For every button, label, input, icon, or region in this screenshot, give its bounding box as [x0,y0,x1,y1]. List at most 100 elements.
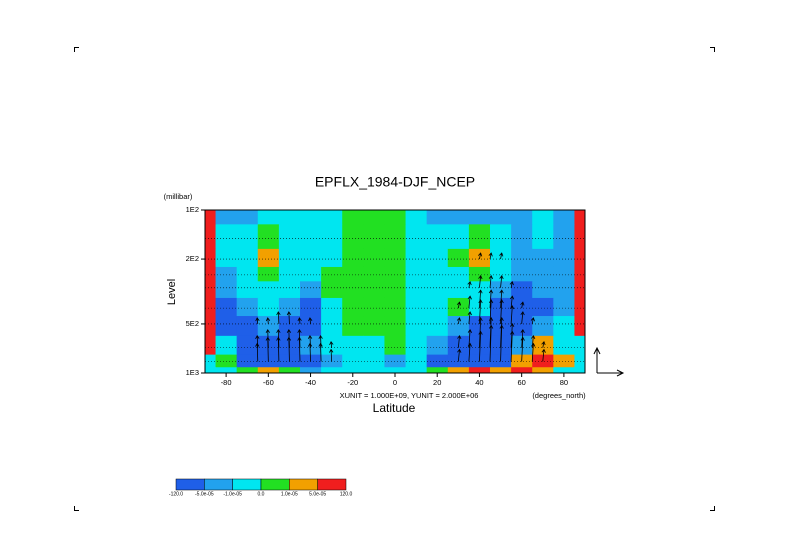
contour-cell [215,224,238,250]
contour-cell [321,316,343,337]
contour-cell [321,224,343,250]
contour-cell [300,248,322,268]
contour-cell [300,224,322,250]
vector-arrow [255,317,260,324]
contour-cell [278,248,301,268]
contour-cell [447,248,470,268]
contour-cell [321,335,343,356]
vector-arrow [488,274,494,288]
contour-cell [532,316,554,337]
vector-arrow [286,311,292,324]
vector-arrow [307,334,313,348]
contour-cell [553,367,575,374]
contour-cell [363,281,385,299]
colorbar-box [317,478,347,491]
contour-cell [426,354,449,368]
contour-cell [236,367,259,374]
contour-cell [363,335,385,356]
contour-cell [532,210,554,225]
x-tick-label: -80 [221,378,232,387]
contour-cell [405,354,428,368]
corner-mark [74,47,79,52]
contour-cell [363,354,385,368]
contour-cell [574,297,586,317]
contour-cell [405,297,428,317]
vector-arrow [329,340,334,348]
vector-arrow [329,348,334,362]
reference-arrow [597,369,625,377]
contour-cell [532,266,554,282]
colorbar-label: -120.0 [169,491,183,497]
contour-cell [215,248,238,268]
contour-cell [426,297,449,317]
contour-cell [426,266,449,282]
contour-cell [553,335,575,356]
contour-cell [490,266,512,282]
colorbar-label: -5.0e-05 [195,491,214,497]
x-tick-label: 80 [560,378,568,387]
contour-cell [447,281,470,299]
contour-cell [574,248,586,268]
contour-cell [205,297,217,317]
contour-cell [363,297,385,317]
contour-cell [532,224,554,250]
vector-arrow [467,295,472,309]
reference-arrow [593,346,601,373]
contour-cell [278,266,301,282]
colorbar-box [289,478,318,491]
vector-arrow [477,252,483,260]
contour-cell [447,367,470,374]
contour-cell [405,335,428,356]
contour-cell [574,281,586,299]
contour-cell [511,248,533,268]
contour-cell [574,367,586,374]
x-tick-label: 40 [475,378,483,387]
contour-cell [236,335,259,356]
y-tick-label: 5E2 [186,319,199,328]
contour-cell [236,297,259,317]
contour-cell [426,281,449,299]
contour-cell [215,210,238,225]
colorbar-box [232,478,262,491]
contour-cell [205,248,217,268]
contour-cell [321,297,343,317]
contour-cell [511,316,533,337]
contour-cell [236,248,259,268]
contour-cell [278,316,301,337]
contour-cell [574,210,586,225]
vector-arrow [457,348,462,362]
vector-arrow [297,317,302,324]
contour-cell [278,224,301,250]
x-tick-label: -40 [305,378,316,387]
contour-cell [532,297,554,317]
contour-cell [405,316,428,337]
contour-cell [426,224,449,250]
vector-arrow [499,252,504,260]
vector-arrow [520,311,525,324]
contour-cell [363,248,385,268]
contour-cell [447,316,470,337]
contour-cell [205,224,217,250]
colorbar-box [204,478,233,491]
contour-cell [553,210,575,225]
vector-note: XUNIT = 1.000E+09, YUNIT = 2.000E+06 [340,391,479,400]
contour-cell [257,210,280,225]
contour-cell [468,281,491,299]
contour-cell [215,354,238,368]
contour-cell [384,210,407,225]
contour-cell [468,224,491,250]
x-axis-title: Latitude [373,401,416,415]
reference-vector [593,346,625,377]
contour-cell [342,354,364,368]
vector-arrow [467,328,473,348]
contour-cell [553,281,575,299]
contour-cell [300,367,322,374]
contour-cell [490,367,512,374]
contour-cell [205,335,217,356]
vector-arrow [520,328,525,348]
contour-cell [236,266,259,282]
vector-arrow [509,295,515,309]
contour-cell [384,297,407,317]
contour-cell [553,297,575,317]
contour-cell [278,281,301,299]
